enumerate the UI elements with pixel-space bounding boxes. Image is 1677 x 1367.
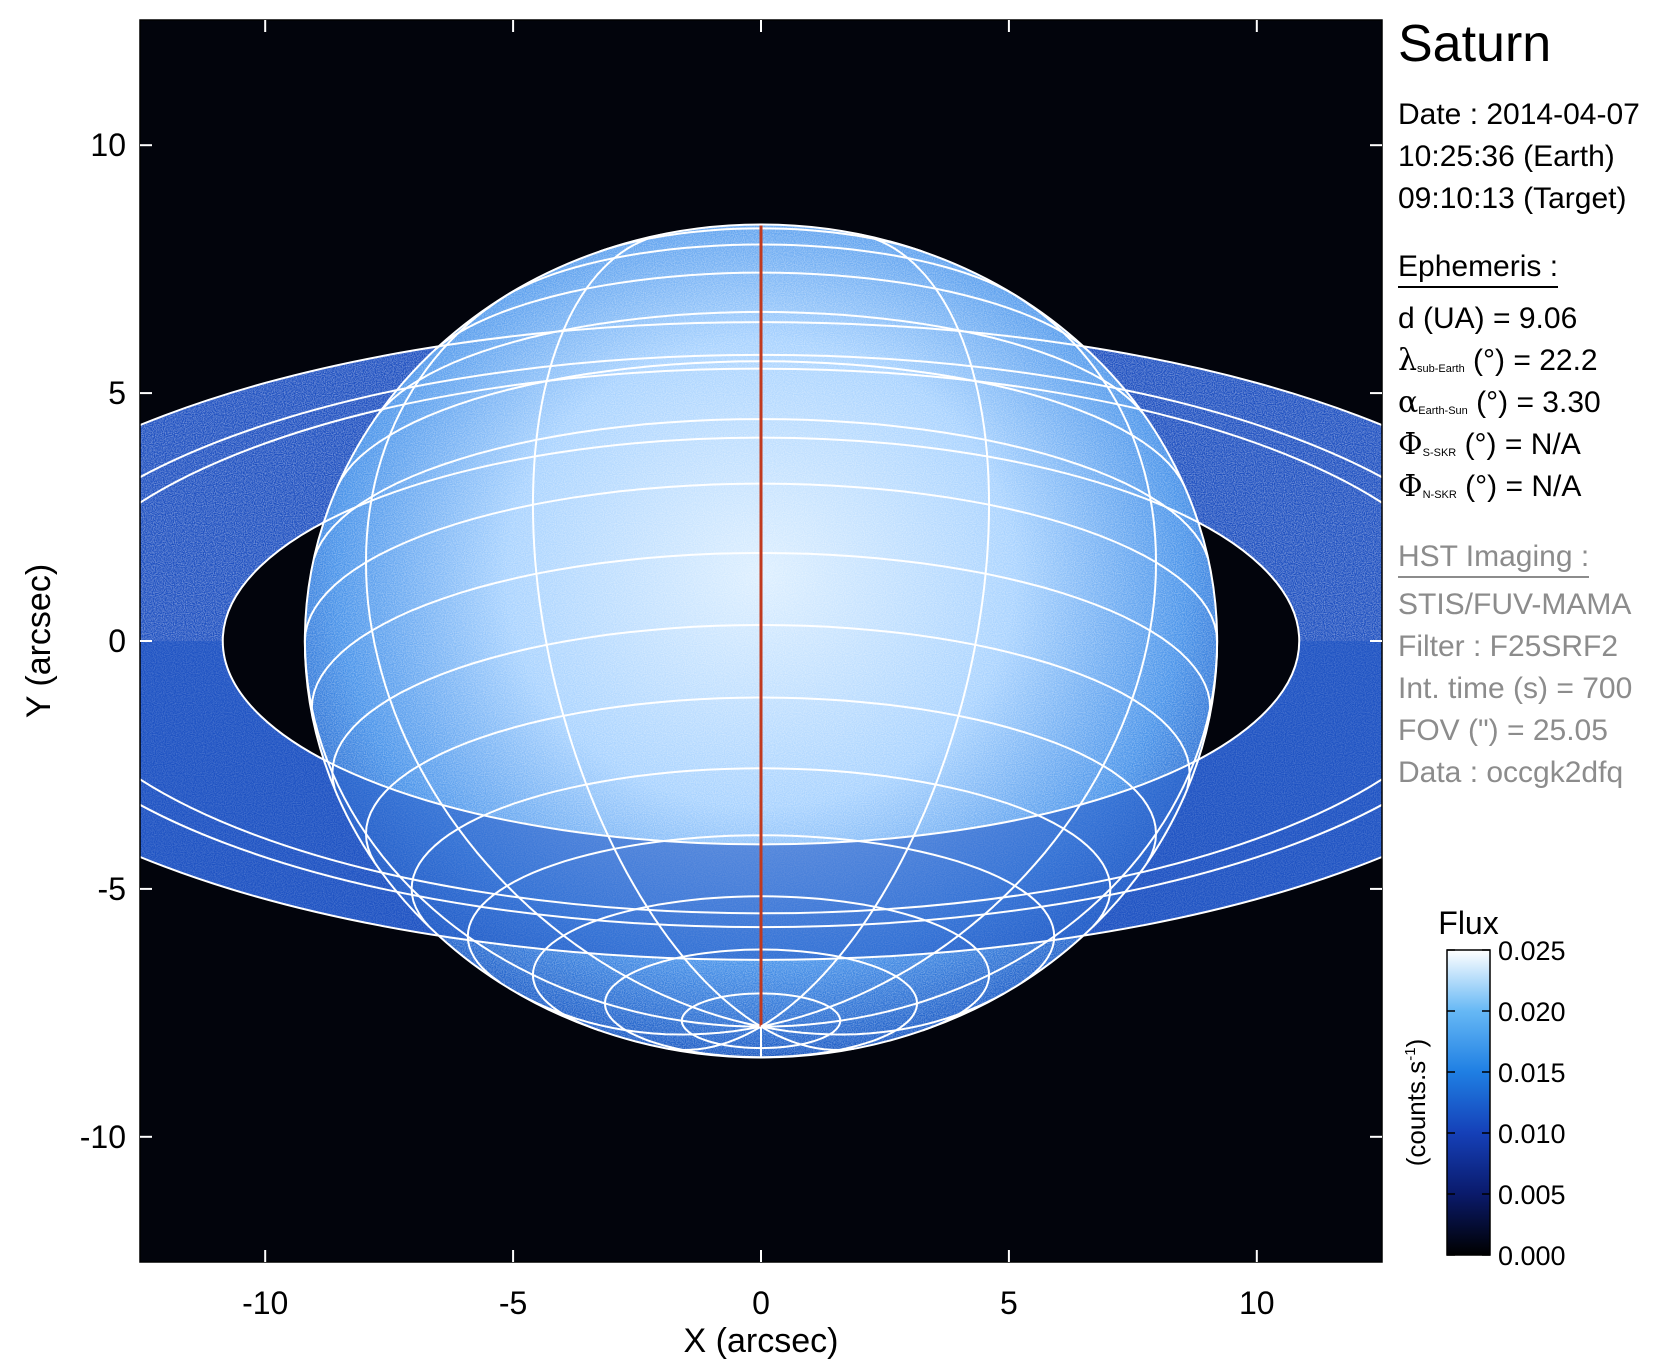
colorbar-tick-label: 0.025 xyxy=(1498,936,1566,966)
x-axis-label: X (arcsec) xyxy=(684,1322,839,1360)
ring-front-band xyxy=(140,641,1382,960)
date-text: Date : 2014-04-07 xyxy=(1398,98,1640,131)
phi-n-subscript: N-SKR xyxy=(1422,489,1457,501)
planet-limb xyxy=(303,223,1219,1059)
distance-text: d (UA) = 9.06 xyxy=(1398,302,1578,335)
y-tick-label: -10 xyxy=(80,1119,126,1155)
earth-time-text: 10:25:36 (Earth) xyxy=(1398,140,1615,173)
lambda-value: (°) = 22.2 xyxy=(1464,344,1598,377)
colorbar-tick-label: 0.000 xyxy=(1498,1241,1566,1271)
y-tick-label: 5 xyxy=(108,375,126,411)
meridian-line xyxy=(760,294,1157,1028)
meridian-line xyxy=(760,233,991,1028)
lambda-row: λsub-Earth (°) = 22.2 xyxy=(1398,346,1598,376)
phi-n-value: (°) = N/A xyxy=(1456,470,1582,503)
meridian-line xyxy=(760,992,1005,1036)
lambda-symbol: λ xyxy=(1398,343,1418,378)
meridian-line xyxy=(668,1025,762,1051)
phi-s-symbol: Φ xyxy=(1398,427,1423,462)
meridian-line xyxy=(303,640,762,1028)
colorbar-title: Flux xyxy=(1438,905,1498,941)
alpha-row: αEarth-Sun (°) = 3.30 xyxy=(1398,388,1601,418)
x-tick-label: -10 xyxy=(242,1285,288,1321)
y-axis-label: Y (arcsec) xyxy=(20,564,58,718)
phi-s-row: ΦS-SKR (°) = N/A xyxy=(1398,430,1581,460)
y-tick-label: 10 xyxy=(90,127,126,163)
colorbar-tick-label: 0.015 xyxy=(1498,1058,1566,1088)
y-tick-label: 0 xyxy=(108,623,126,659)
colorbar-label: (counts.s-1) xyxy=(1401,1039,1431,1167)
x-tick-label: 5 xyxy=(1000,1285,1018,1321)
alpha-symbol: α xyxy=(1398,385,1419,420)
fov-text: FOV (") = 25.05 xyxy=(1398,714,1608,747)
phi-s-subscript: S-SKR xyxy=(1422,447,1457,459)
colorbar-tick-label: 0.020 xyxy=(1498,997,1566,1027)
x-tick-label: 10 xyxy=(1239,1285,1275,1321)
colorbar xyxy=(1446,949,1491,1256)
dataset-text: Data : occgk2dfq xyxy=(1398,756,1624,789)
filter-text: Filter : F25SRF2 xyxy=(1398,630,1619,663)
hst-header: HST Imaging : xyxy=(1398,542,1590,578)
alpha-value: (°) = 3.30 xyxy=(1467,386,1601,419)
x-tick-label: -5 xyxy=(499,1285,527,1321)
meridian-line xyxy=(517,992,762,1036)
phi-n-symbol: Φ xyxy=(1398,469,1423,504)
meridian-line xyxy=(760,640,1219,1028)
lambda-subscript: sub-Earth xyxy=(1417,363,1465,375)
phi-n-row: ΦN-SKR (°) = N/A xyxy=(1398,472,1581,502)
phi-s-value: (°) = N/A xyxy=(1456,428,1581,461)
y-tick-label: -5 xyxy=(98,871,126,907)
colorbar-tick-label: 0.005 xyxy=(1498,1180,1566,1210)
meridian-line xyxy=(531,233,762,1028)
x-tick-label: 0 xyxy=(752,1285,770,1321)
meridian-line xyxy=(760,1025,854,1051)
target-time-text: 09:10:13 (Target) xyxy=(1398,182,1627,215)
colorbar-tick-label: 0.010 xyxy=(1498,1119,1566,1149)
alpha-subscript: Earth-Sun xyxy=(1418,405,1468,417)
instrument-text: STIS/FUV-MAMA xyxy=(1398,588,1632,621)
int-time-text: Int. time (s) = 700 xyxy=(1398,672,1633,705)
chart-title: Saturn xyxy=(1398,15,1552,73)
meridian-line xyxy=(365,294,762,1028)
ephemeris-header: Ephemeris : xyxy=(1398,252,1559,288)
